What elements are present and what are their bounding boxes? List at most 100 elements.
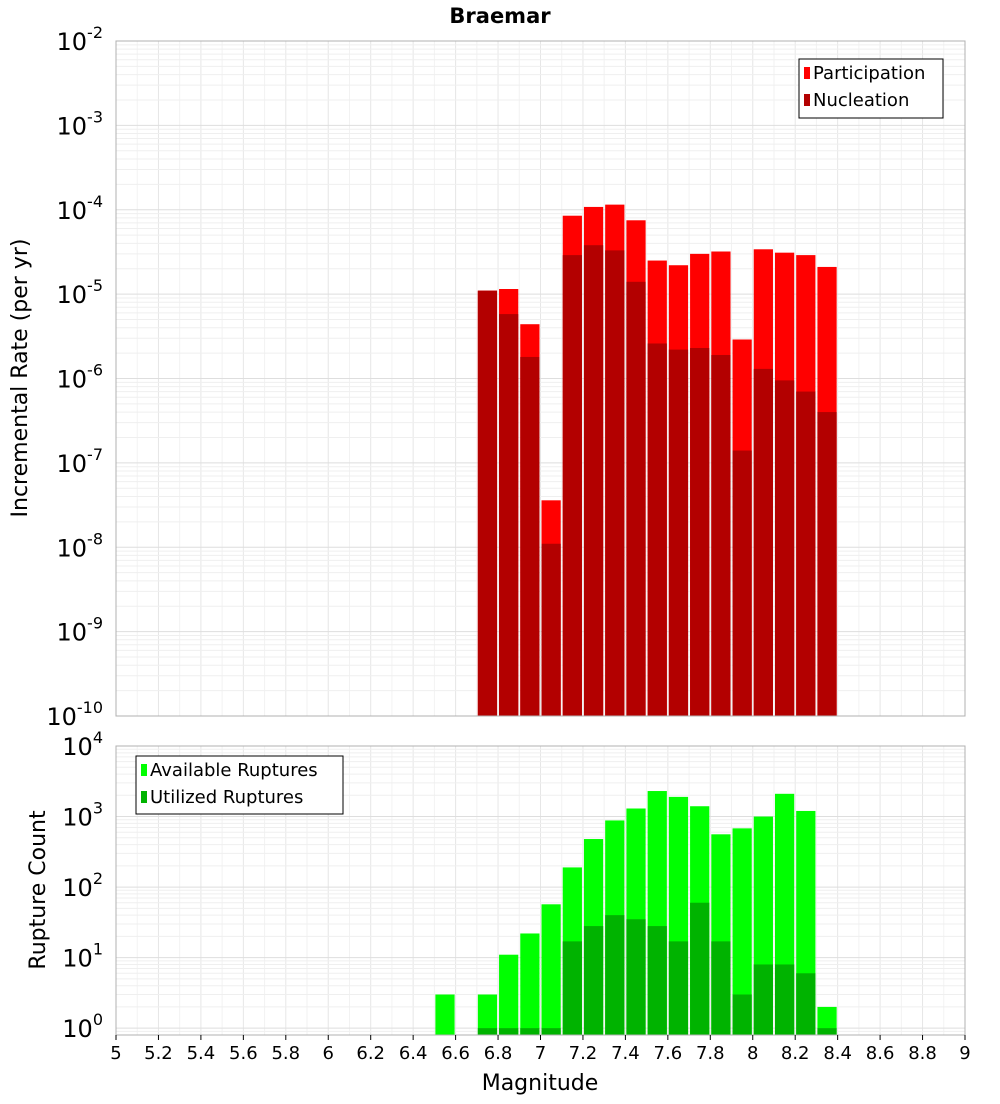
bar-nucleation [562,255,582,716]
bar-available-ruptures [477,994,498,1035]
x-tick-label: 5.2 [144,1043,173,1064]
bar-utilized-ruptures [711,941,731,1035]
legend-2: Available Ruptures Utilized Ruptures [135,755,344,815]
x-tick-label: 8 [747,1043,758,1064]
x-tick-label: 8.4 [823,1043,852,1064]
y-tick-label: 10-5 [57,276,104,309]
bar-available-ruptures [817,1006,837,1035]
y-tick-label: 104 [62,728,103,761]
x-tick-label: 7.8 [696,1043,725,1064]
y-ticks-2: 104 103 102 101 100 [62,728,103,1043]
bar-available-ruptures [732,828,752,1035]
y-tick-label: 10-3 [57,107,104,140]
bar-utilized-ruptures [562,941,582,1035]
bar-utilized-ruptures [817,1028,837,1035]
x-tick-label: 6 [323,1043,334,1064]
bar-nucleation [647,343,667,716]
x-tick-label: 5.4 [187,1043,216,1064]
bar-utilized-ruptures [541,1028,561,1035]
legend-swatch-utilized-ruptures [141,791,147,803]
y-tick-label: 10-8 [57,529,104,562]
bar-utilized-ruptures [605,915,625,1035]
y-tick-label: 10-4 [57,192,104,225]
plot-frame-1 [115,40,966,717]
x-tick-label: 5 [110,1043,121,1064]
x-tick-label: 6.6 [441,1043,470,1064]
bars-1 [477,204,837,717]
legend-label-utilized-ruptures: Utilized Ruptures [150,787,303,808]
y-tick-label: 102 [62,869,103,902]
bar-nucleation [817,412,837,716]
bar-utilized-ruptures [499,1028,519,1035]
x-tick-label: 7 [535,1043,546,1064]
legend-swatch-participation [804,67,810,79]
bar-nucleation [520,356,540,716]
y-tick-label: 103 [62,799,103,832]
bar-nucleation [774,380,795,716]
bar-nucleation [796,391,816,716]
y-tick-label: 101 [62,940,103,973]
y-tick-label: 10-6 [57,361,104,394]
x-tick-label: 5.6 [229,1043,258,1064]
y-tick-label: 10-9 [57,614,104,647]
bar-utilized-ruptures [477,1028,498,1035]
bar-available-ruptures [520,933,540,1035]
chart-title: Braemar [449,4,551,28]
x-tick-label: 8.8 [908,1043,937,1064]
bar-utilized-ruptures [796,973,816,1035]
x-tick-label: 7.6 [654,1043,683,1064]
y-axis-label-count: Rupture Count [26,810,51,970]
x-tick-label: 8.6 [866,1043,895,1064]
bar-nucleation [668,349,689,716]
legend-1: Participation Nucleation [798,58,944,119]
bars-2 [435,791,837,1035]
legend-box [798,58,944,119]
grid-1 [115,41,966,717]
bar-nucleation [499,314,519,716]
bar-utilized-ruptures [753,964,773,1035]
bar-available-ruptures [499,954,519,1035]
legend-swatch-available-ruptures [141,764,147,776]
x-tick-label: 9 [959,1043,970,1064]
bar-nucleation [583,245,604,717]
y-tick-label: 100 [62,1010,103,1043]
bar-nucleation [753,368,773,716]
bar-available-ruptures [541,904,561,1035]
grid-2 [115,746,966,1036]
x-tick-label: 6.8 [484,1043,513,1064]
bar-utilized-ruptures [520,1028,540,1035]
y-tick-label: 10-10 [46,698,103,731]
x-tick-label: 8.2 [781,1043,810,1064]
y-tick-label: 10-2 [57,23,104,56]
bar-nucleation [477,290,498,716]
y-ticks-1: 10-2 10-3 10-4 10-5 10-6 10-7 10-8 10-9 10-10 [46,23,103,731]
y-axis-label-rate: Incremental Rate (per yr) [8,239,33,518]
x-ticks: 5 5.2 5.4 5.6 5.8 6 6.2 6.4 6.6 6.8 7 7.2 7.4 7.6 7.8 8… [110,1035,971,1064]
x-tick-label: 6.4 [399,1043,428,1064]
legend-swatch-nucleation [804,94,810,106]
bar-nucleation [541,543,561,716]
bar-nucleation [732,450,752,716]
legend-label-nucleation: Nucleation [813,90,909,111]
x-tick-label: 7.2 [569,1043,598,1064]
legend-label-available-ruptures: Available Ruptures [150,760,318,781]
y-tick-label: 10-7 [57,445,104,478]
legend-label-participation: Participation [813,63,925,84]
x-tick-label: 7.4 [611,1043,640,1064]
bar-utilized-ruptures [732,994,752,1035]
bar-utilized-ruptures [626,919,646,1035]
bar-available-ruptures [435,994,455,1035]
legend-box [135,755,344,815]
bar-utilized-ruptures [647,926,667,1035]
x-tick-label: 6.2 [356,1043,385,1064]
bar-nucleation [711,354,731,716]
x-axis-label: Magnitude [482,1071,599,1096]
bar-utilized-ruptures [690,902,710,1035]
bar-utilized-ruptures [583,926,604,1035]
x-tick-label: 5.8 [271,1043,300,1064]
bar-nucleation [626,281,646,716]
bar-nucleation [605,250,625,717]
bar-utilized-ruptures [668,941,689,1035]
